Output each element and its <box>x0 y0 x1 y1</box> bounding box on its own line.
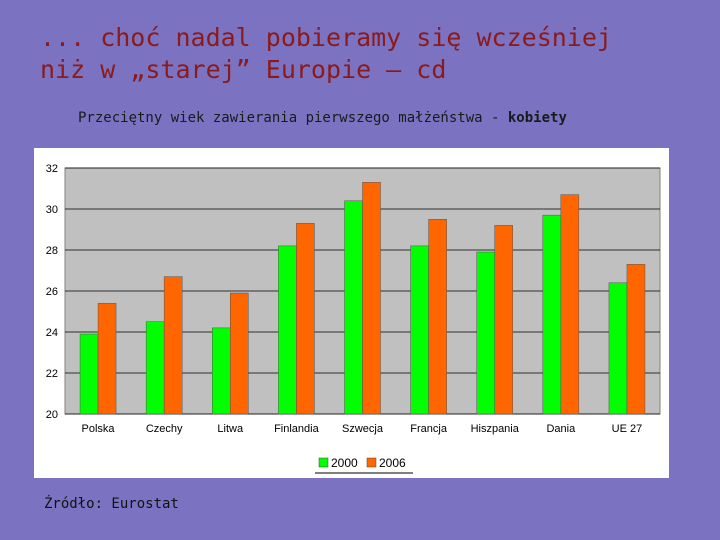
bar-2006-7 <box>560 194 580 415</box>
bar-2000-2 <box>212 327 231 415</box>
bar-2000-6 <box>476 251 495 415</box>
bar-2000-7 <box>542 214 562 415</box>
subtitle-emphasis: kobiety <box>507 110 567 126</box>
bar-2006-6 <box>494 225 513 415</box>
x-tick-label: Francja <box>410 423 448 435</box>
y-tick-label: 24 <box>46 327 58 339</box>
bar-2000-4 <box>344 200 363 415</box>
legend-label: 2006 <box>379 456 406 470</box>
x-tick-label: Szwecja <box>342 423 384 435</box>
legend-swatch-2000 <box>318 457 329 468</box>
legend-label: 2000 <box>331 456 358 470</box>
bar-2006-1 <box>163 276 183 415</box>
bar-2006-5 <box>428 219 447 415</box>
y-tick-label: 30 <box>46 204 58 216</box>
bar-2006-3 <box>296 223 315 415</box>
chart-container: 20 22 24 26 28 30 32 Polska Czechy Litwa Finlandia… <box>34 148 669 478</box>
slide-title: ... choć nadal pobieramy się wcześniej n… <box>40 23 612 84</box>
y-tick-label: 22 <box>46 368 58 380</box>
bar-2000-8 <box>608 282 628 415</box>
chart-subtitle: Przeciętny wiek zawierania pierwszego ma… <box>78 110 567 126</box>
bar-2006-8 <box>626 264 646 415</box>
bar-2006-4 <box>362 182 381 415</box>
bar-2006-0 <box>97 303 117 415</box>
subtitle-text: Przeciętny wiek zawierania pierwszego ma… <box>78 110 508 126</box>
bar-chart: 20 22 24 26 28 30 32 Polska Czechy Litwa Finlandia… <box>46 163 661 474</box>
y-tick-label: 28 <box>46 245 58 257</box>
x-tick-label: Polska <box>82 423 116 435</box>
x-tick-label: Litwa <box>217 423 244 435</box>
x-tick-label: Dania <box>546 423 576 435</box>
bar-2000-0 <box>79 333 99 415</box>
x-tick-label: Czechy <box>146 423 183 435</box>
source-note: Źródło: Eurostat <box>44 496 179 512</box>
y-tick-label: 26 <box>46 286 58 298</box>
x-tick-label: Finlandia <box>274 423 320 435</box>
bar-2006-2 <box>230 292 249 415</box>
legend-swatch-2006 <box>366 457 377 468</box>
bar-2000-1 <box>145 321 165 415</box>
x-tick-label: Hiszpania <box>471 423 520 435</box>
y-tick-label: 20 <box>46 409 58 421</box>
bar-2000-5 <box>410 245 429 415</box>
y-tick-label: 32 <box>46 163 58 175</box>
bar-2000-3 <box>278 245 297 415</box>
x-tick-label: UE 27 <box>612 423 643 435</box>
